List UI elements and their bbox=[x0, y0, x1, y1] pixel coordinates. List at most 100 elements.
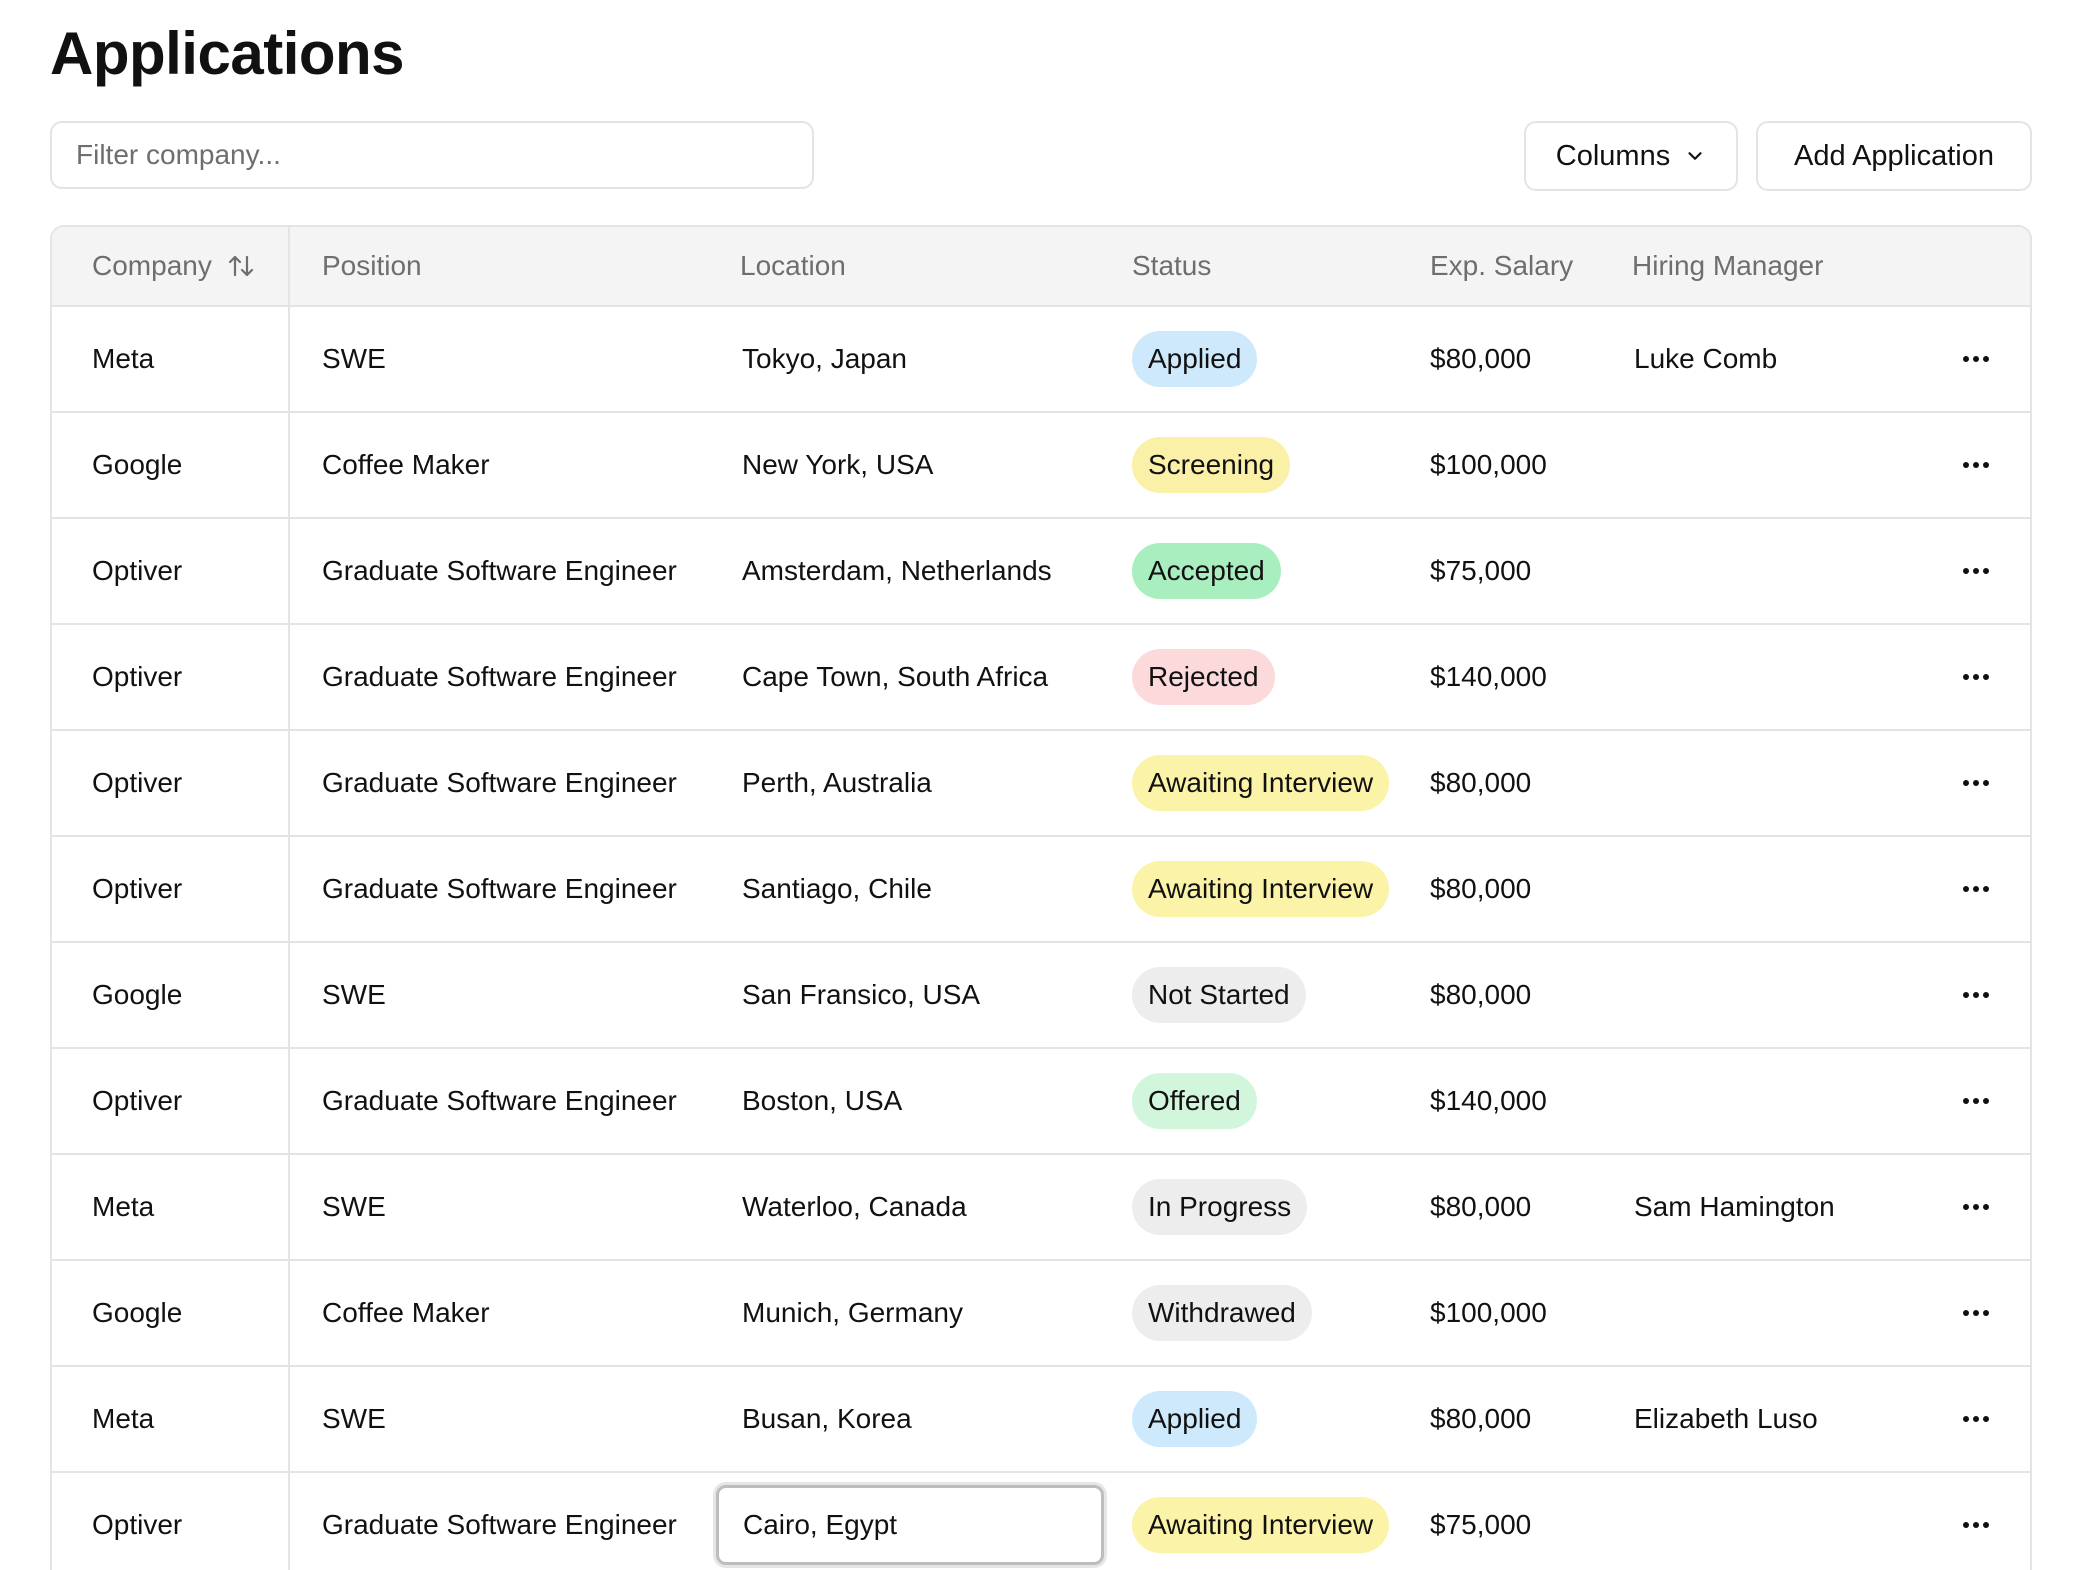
status-cell: In Progress bbox=[1132, 1155, 1308, 1259]
status-cell: Awaiting Interview bbox=[1132, 1473, 1390, 1570]
salary-cell: $80,000 bbox=[1430, 767, 1532, 798]
company-cell: Optiver bbox=[92, 1085, 183, 1116]
position-cell: Coffee Maker bbox=[322, 1297, 490, 1328]
status-cell: Not Started bbox=[1132, 943, 1306, 1047]
hiring-manager-cell: Luke Comb bbox=[1634, 343, 1778, 374]
more-horizontal-icon[interactable] bbox=[1956, 1187, 1996, 1227]
add-application-button[interactable]: Add Application bbox=[1756, 121, 2032, 191]
status-cell: Applied bbox=[1132, 307, 1258, 411]
company-cell: Optiver bbox=[92, 661, 183, 692]
table-body: Meta SWE Tokyo, Japan Applied $80,000 Luke Co… bbox=[52, 307, 2030, 1570]
columns-button-label: Columns bbox=[1555, 139, 1671, 172]
status-badge: Awaiting Interview bbox=[1132, 1497, 1390, 1553]
location-cell: Tokyo, Japan bbox=[742, 343, 907, 374]
table-row[interactable]: Meta SWE Waterloo, Canada In Progress $80,00… bbox=[52, 1155, 2030, 1261]
status-badge: Not Started bbox=[1132, 967, 1306, 1023]
table-row[interactable]: Optiver Graduate Software Engineer Amsterd… bbox=[52, 519, 2030, 625]
table-row[interactable]: Google Coffee Maker Munich, Germany Withdra… bbox=[52, 1261, 2030, 1367]
more-dots-icon bbox=[1963, 1204, 1989, 1210]
salary-cell: $80,000 bbox=[1430, 873, 1532, 904]
position-cell: Graduate Software Engineer bbox=[322, 1509, 677, 1540]
actions-cell bbox=[1956, 1261, 1996, 1365]
actions-cell bbox=[1956, 519, 1996, 623]
actions-cell bbox=[1956, 625, 1996, 729]
table-row[interactable]: Meta SWE Busan, Korea Applied $80,000 Elizabe… bbox=[52, 1367, 2030, 1473]
status-cell: Awaiting Interview bbox=[1132, 837, 1390, 941]
table-row[interactable]: Optiver Graduate Software Engineer Boston,… bbox=[52, 1049, 2030, 1155]
more-dots-icon bbox=[1963, 674, 1989, 680]
status-cell: Applied bbox=[1132, 1367, 1258, 1471]
actions-cell bbox=[1956, 307, 1996, 411]
table-row[interactable]: Optiver Graduate Software Engineer Awaitin… bbox=[52, 1473, 2030, 1570]
position-cell: SWE bbox=[322, 343, 386, 374]
location-cell: Busan, Korea bbox=[742, 1403, 912, 1434]
more-dots-icon bbox=[1963, 462, 1989, 468]
status-badge: Offered bbox=[1132, 1073, 1257, 1129]
salary-cell: $100,000 bbox=[1430, 449, 1547, 480]
header-hiring-manager: Hiring Manager bbox=[1632, 250, 1824, 281]
salary-cell: $75,000 bbox=[1430, 1509, 1532, 1540]
more-dots-icon bbox=[1963, 356, 1989, 362]
status-cell: Withdrawed bbox=[1132, 1261, 1312, 1365]
columns-button[interactable]: Columns bbox=[1524, 121, 1738, 191]
location-cell: Santiago, Chile bbox=[742, 873, 932, 904]
page-title: Applications bbox=[50, 20, 405, 87]
location-edit-input[interactable] bbox=[716, 1485, 1104, 1565]
position-cell: SWE bbox=[322, 979, 386, 1010]
status-cell: Accepted bbox=[1132, 519, 1281, 623]
actions-cell bbox=[1956, 1473, 1996, 1570]
more-horizontal-icon[interactable] bbox=[1956, 1505, 1996, 1545]
actions-cell bbox=[1956, 731, 1996, 835]
actions-cell bbox=[1956, 1049, 1996, 1153]
header-status: Status bbox=[1132, 250, 1212, 281]
table-row[interactable]: Optiver Graduate Software Engineer Perth, … bbox=[52, 731, 2030, 837]
salary-cell: $80,000 bbox=[1430, 979, 1532, 1010]
more-horizontal-icon[interactable] bbox=[1956, 869, 1996, 909]
more-horizontal-icon[interactable] bbox=[1956, 763, 1996, 803]
actions-cell bbox=[1956, 413, 1996, 517]
table-row[interactable]: Meta SWE Tokyo, Japan Applied $80,000 Luke Co… bbox=[52, 307, 2030, 413]
more-horizontal-icon[interactable] bbox=[1956, 339, 1996, 379]
company-cell: Optiver bbox=[92, 1509, 183, 1540]
company-cell: Meta bbox=[92, 1191, 155, 1222]
applications-table: Company Position Location Status Exp. Sa… bbox=[50, 225, 2032, 1570]
salary-cell: $80,000 bbox=[1430, 1403, 1532, 1434]
filter-company-input[interactable] bbox=[50, 121, 814, 189]
more-horizontal-icon[interactable] bbox=[1956, 1399, 1996, 1439]
status-badge: Applied bbox=[1132, 1391, 1258, 1447]
location-cell: Cape Town, South Africa bbox=[742, 661, 1049, 692]
table-row[interactable]: Google Coffee Maker New York, USA Screening… bbox=[52, 413, 2030, 519]
header-company[interactable]: Company bbox=[92, 227, 256, 305]
table-row[interactable]: Google SWE San Fransico, USA Not Started $80… bbox=[52, 943, 2030, 1049]
company-cell: Optiver bbox=[92, 767, 183, 798]
position-cell: SWE bbox=[322, 1403, 386, 1434]
hiring-manager-cell: Sam Hamington bbox=[1634, 1191, 1835, 1222]
location-cell: Amsterdam, Netherlands bbox=[742, 555, 1052, 586]
position-cell: Graduate Software Engineer bbox=[322, 767, 677, 798]
location-cell: San Fransico, USA bbox=[742, 979, 981, 1010]
hiring-manager-cell: Elizabeth Luso bbox=[1634, 1403, 1818, 1434]
header-position: Position bbox=[322, 250, 422, 281]
more-horizontal-icon[interactable] bbox=[1956, 657, 1996, 697]
more-horizontal-icon[interactable] bbox=[1956, 1081, 1996, 1121]
more-horizontal-icon[interactable] bbox=[1956, 445, 1996, 485]
more-horizontal-icon[interactable] bbox=[1956, 1293, 1996, 1333]
actions-cell bbox=[1956, 1155, 1996, 1259]
more-dots-icon bbox=[1963, 1416, 1989, 1422]
status-cell: Rejected bbox=[1132, 625, 1275, 729]
company-cell: Google bbox=[92, 1297, 183, 1328]
status-badge: Accepted bbox=[1132, 543, 1281, 599]
more-horizontal-icon[interactable] bbox=[1956, 551, 1996, 591]
more-horizontal-icon[interactable] bbox=[1956, 975, 1996, 1015]
table-row[interactable]: Optiver Graduate Software Engineer Santiag… bbox=[52, 837, 2030, 943]
sort-arrows-icon[interactable] bbox=[226, 251, 256, 281]
position-cell: SWE bbox=[322, 1191, 386, 1222]
salary-cell: $140,000 bbox=[1430, 1085, 1547, 1116]
company-cell: Optiver bbox=[92, 873, 183, 904]
table-row[interactable]: Optiver Graduate Software Engineer Cape To… bbox=[52, 625, 2030, 731]
add-application-label: Add Application bbox=[1794, 139, 1994, 172]
status-badge: Withdrawed bbox=[1132, 1285, 1312, 1341]
salary-cell: $80,000 bbox=[1430, 1191, 1532, 1222]
salary-cell: $140,000 bbox=[1430, 661, 1547, 692]
status-badge: Awaiting Interview bbox=[1132, 755, 1390, 811]
